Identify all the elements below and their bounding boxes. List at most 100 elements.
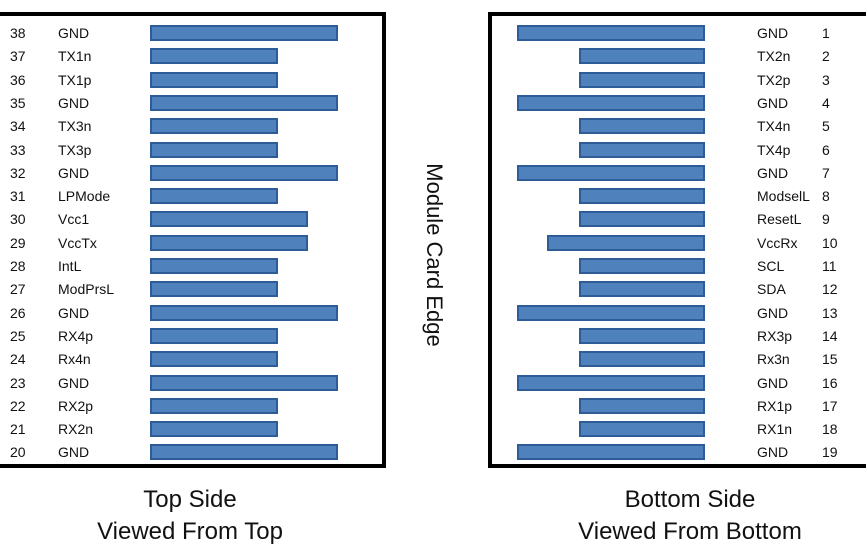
contact-pad xyxy=(150,327,278,344)
contact-pad xyxy=(517,25,705,41)
pin-signal-name: TX3n xyxy=(58,118,92,135)
contact-pad xyxy=(579,258,705,274)
pin-number: 28 xyxy=(10,258,26,274)
top-side-caption: Top Side Viewed From Top xyxy=(60,484,320,548)
contact-pad xyxy=(517,444,705,461)
contact-pad xyxy=(579,71,705,88)
pin-number: 7 xyxy=(822,164,830,181)
pin-signal-name: GND xyxy=(757,164,789,181)
pin-signal-name: GND xyxy=(58,304,90,321)
contact-pad xyxy=(150,374,338,391)
contact-pad xyxy=(579,141,705,158)
pin-signal-name: GND xyxy=(757,94,789,111)
top-pin-row: 32 GND xyxy=(0,162,866,184)
top-pin-row: 33 TX3p xyxy=(0,139,866,161)
bottom-pin-row: 12 SDA xyxy=(0,278,866,300)
pin-number: 19 xyxy=(822,444,838,461)
pin-signal-name: RX2p xyxy=(58,397,94,414)
pin-signal-name: Vcc1 xyxy=(58,211,90,228)
contact-pad xyxy=(579,327,705,344)
contact-pad xyxy=(150,71,278,88)
pin-number: 15 xyxy=(822,351,838,368)
pin-signal-name: VccRx xyxy=(757,234,798,251)
contact-pad xyxy=(547,234,705,251)
contact-pad xyxy=(150,444,338,461)
top-pin-row: 26 GND xyxy=(0,302,866,324)
top-side-caption-line1: Top Side xyxy=(143,486,237,513)
module-card-edge-label-box: Module Card Edge xyxy=(404,95,464,415)
pin-number: 35 xyxy=(10,94,26,111)
contact-pad xyxy=(579,118,705,135)
bottom-pin-row: 17 RX1p xyxy=(0,395,866,417)
contact-pad xyxy=(150,258,278,274)
pin-signal-name: GND xyxy=(757,374,789,391)
contact-pad xyxy=(150,304,338,321)
pin-number: 4 xyxy=(822,94,830,111)
pin-signal-name: TX1n xyxy=(58,48,92,65)
pin-signal-name: IntL xyxy=(58,258,82,274)
contact-pad xyxy=(579,48,705,65)
pin-signal-name: GND xyxy=(58,164,90,181)
pin-number: 36 xyxy=(10,71,26,88)
pin-number: 8 xyxy=(822,188,830,205)
top-pin-row: 21 RX2n xyxy=(0,418,866,440)
pin-signal-name: GND xyxy=(58,94,90,111)
pin-signal-name: TX3p xyxy=(58,141,92,158)
contact-pad xyxy=(517,164,705,181)
pin-number: 31 xyxy=(10,188,26,205)
bottom-pin-row: 3 TX2p xyxy=(0,69,866,91)
bottom-pin-row: 11 SCL xyxy=(0,255,866,277)
pin-signal-name: TX2p xyxy=(757,71,791,88)
contact-pad xyxy=(150,141,278,158)
pin-number: 29 xyxy=(10,234,26,251)
top-pin-row: 35 GND xyxy=(0,92,866,114)
contact-pad xyxy=(150,118,278,135)
contact-pad xyxy=(150,397,278,414)
top-side-caption-line2: Viewed From Top xyxy=(97,518,283,545)
bottom-pin-row: 16 GND xyxy=(0,372,866,394)
top-pin-row: 25 RX4p xyxy=(0,325,866,347)
pin-signal-name: ModPrsL xyxy=(58,281,115,298)
bottom-pin-row: 18 RX1n xyxy=(0,418,866,440)
pin-signal-name: RX2n xyxy=(58,421,94,438)
pin-signal-name: ResetL xyxy=(757,211,802,228)
pin-number: 38 xyxy=(10,25,26,41)
top-pin-row: 28 IntL xyxy=(0,255,866,277)
pin-number: 27 xyxy=(10,281,26,298)
pin-number: 32 xyxy=(10,164,26,181)
pin-number: 20 xyxy=(10,444,26,461)
bottom-pin-row: 4 GND xyxy=(0,92,866,114)
pin-number: 26 xyxy=(10,304,26,321)
pin-signal-name: RX4p xyxy=(58,327,94,344)
pin-signal-name: VccTx xyxy=(58,234,97,251)
contact-pad xyxy=(150,25,338,41)
top-pin-row: 34 TX3n xyxy=(0,115,866,137)
contact-pad xyxy=(150,164,338,181)
pin-number: 33 xyxy=(10,141,26,158)
bottom-side-caption-line1: Bottom Side xyxy=(624,486,756,513)
contact-pad xyxy=(150,281,278,298)
pin-number: 12 xyxy=(822,281,838,298)
bottom-pin-row: 19 GND xyxy=(0,441,866,463)
pin-number: 2 xyxy=(822,48,830,65)
bottom-pin-row: 8 ModselL xyxy=(0,185,866,207)
contact-pad xyxy=(517,304,705,321)
contact-pad xyxy=(150,351,278,368)
pin-signal-name: SDA xyxy=(757,281,786,298)
pin-signal-name: TX2n xyxy=(757,48,791,65)
bottom-pin-row: 9 ResetL xyxy=(0,208,866,230)
pin-number: 13 xyxy=(822,304,838,321)
pin-signal-name: RX1p xyxy=(757,397,793,414)
pin-number: 17 xyxy=(822,397,838,414)
pin-signal-name: TX4n xyxy=(757,118,791,135)
pin-signal-name: GND xyxy=(757,25,789,41)
pin-signal-name: RX1n xyxy=(757,421,793,438)
bottom-pin-row: 14 RX3p xyxy=(0,325,866,347)
contact-pad xyxy=(517,94,705,111)
top-pin-row: 24 Rx4n xyxy=(0,348,866,370)
pin-number: 14 xyxy=(822,327,838,344)
contact-pad xyxy=(579,188,705,205)
top-pin-row: 37 TX1n xyxy=(0,45,866,67)
contact-pad xyxy=(150,211,308,228)
bottom-side-panel xyxy=(488,12,866,468)
